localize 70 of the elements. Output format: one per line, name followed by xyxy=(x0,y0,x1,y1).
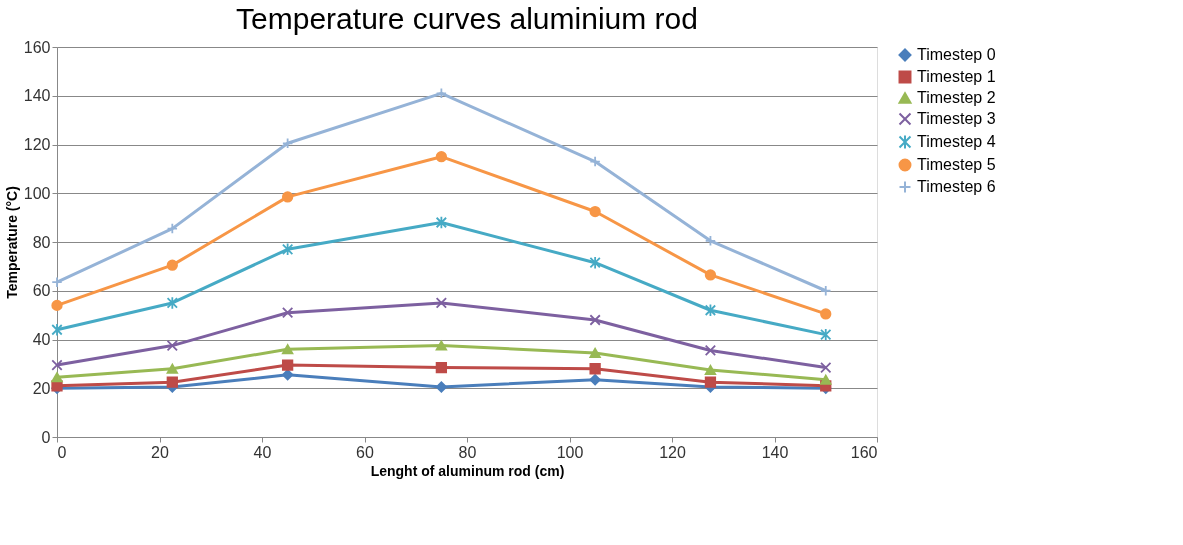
point xyxy=(589,363,601,375)
point xyxy=(166,363,178,374)
point xyxy=(704,269,717,281)
point xyxy=(281,137,294,149)
y-tick-label: 160 xyxy=(23,38,51,56)
legend-label: Timestep 2 xyxy=(917,89,996,106)
x-tick-label: 120 xyxy=(659,443,686,461)
point xyxy=(704,235,717,247)
point xyxy=(281,307,294,319)
point xyxy=(589,314,601,326)
x-tick-label: 160 xyxy=(850,443,878,461)
point xyxy=(435,215,448,230)
point xyxy=(589,347,601,358)
point xyxy=(51,323,63,337)
point xyxy=(51,299,63,312)
point xyxy=(51,276,63,288)
point xyxy=(281,344,294,355)
point xyxy=(820,308,832,320)
point xyxy=(166,376,178,388)
x-tick-label: 0 xyxy=(57,443,67,461)
point xyxy=(166,222,178,235)
point xyxy=(704,344,717,357)
point xyxy=(589,205,601,218)
point xyxy=(435,297,448,309)
point xyxy=(435,340,448,351)
y-axis-title: Temperature (°C) xyxy=(3,186,20,299)
x-tick-label: 140 xyxy=(761,443,789,461)
point xyxy=(820,374,832,385)
y-tick-label: 40 xyxy=(32,331,51,348)
point xyxy=(166,259,178,271)
y-tick-label: 0 xyxy=(41,428,51,446)
point xyxy=(820,285,832,297)
point xyxy=(166,296,178,310)
x-axis-title: Lenght of aluminum rod (cm) xyxy=(370,462,565,479)
point xyxy=(281,191,294,203)
point xyxy=(281,369,294,381)
point xyxy=(704,364,717,375)
point xyxy=(51,372,63,383)
chart-title: Temperature curves aluminium rod xyxy=(236,2,698,35)
point xyxy=(704,376,717,388)
x-tick-label: 80 xyxy=(458,443,477,461)
legend-label: Timestep 4 xyxy=(917,133,996,150)
point xyxy=(435,361,448,374)
point xyxy=(435,87,448,99)
point xyxy=(589,374,601,386)
legend-label: Timestep 0 xyxy=(917,46,996,63)
point xyxy=(589,256,601,270)
y-tick-label: 20 xyxy=(32,379,51,397)
legend-label: Timestep 6 xyxy=(917,178,996,195)
point xyxy=(589,155,601,168)
x-tick-label: 40 xyxy=(253,443,272,461)
point xyxy=(820,361,832,374)
x-tick-label: 100 xyxy=(556,443,584,461)
point xyxy=(820,328,832,342)
point xyxy=(704,303,717,317)
x-tick-label: 60 xyxy=(356,443,374,461)
legend-label: Timestep 3 xyxy=(917,110,996,127)
x-tick-label: 20 xyxy=(151,443,169,461)
point xyxy=(166,339,178,352)
legend-label: Timestep 5 xyxy=(917,156,996,173)
y-tick-label: 140 xyxy=(23,87,51,105)
point xyxy=(281,359,294,371)
y-tick-label: 120 xyxy=(23,136,51,153)
point xyxy=(435,151,448,163)
y-tick-label: 60 xyxy=(32,282,51,300)
point xyxy=(51,359,63,371)
y-tick-label: 80 xyxy=(32,233,51,251)
y-tick-label: 100 xyxy=(23,184,51,202)
legend-label: Timestep 1 xyxy=(917,68,996,85)
point xyxy=(281,242,294,256)
